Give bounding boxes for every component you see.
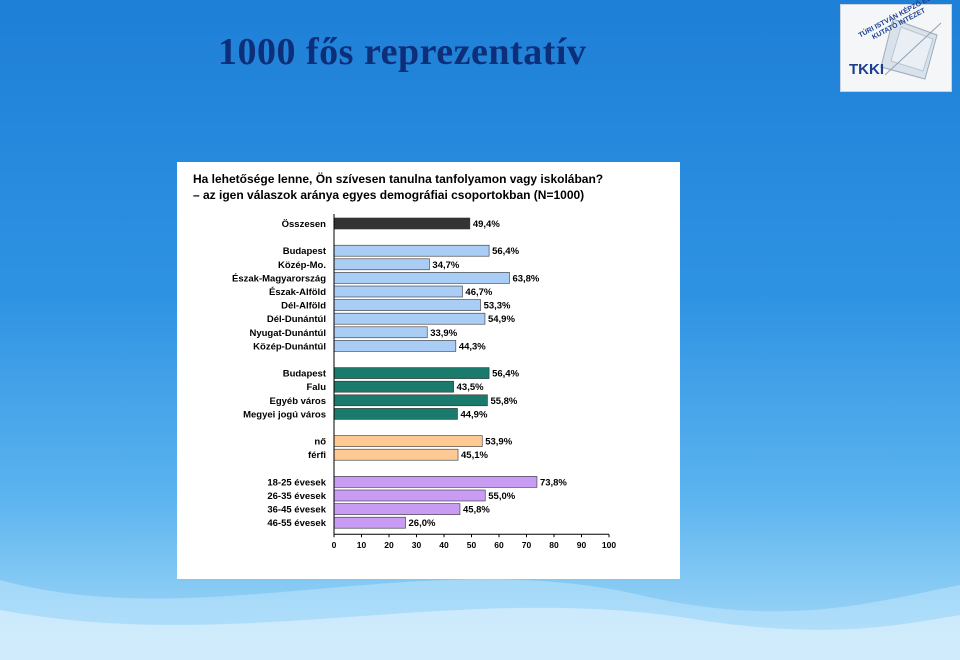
slide-title: 1000 fős reprezentatív: [218, 31, 587, 73]
category-label: Budapest: [283, 246, 327, 257]
category-label: Budapest: [283, 369, 327, 380]
bar: [333, 489, 486, 502]
bar: [333, 244, 490, 257]
category-label: Összesen: [282, 219, 327, 230]
bar: [333, 516, 406, 529]
decorative-wave: [0, 579, 960, 660]
bar: [333, 312, 486, 325]
category-label: 18-25 évesek: [267, 477, 326, 488]
data-label: 44,3%: [459, 341, 486, 352]
bar: [333, 340, 457, 352]
data-label: 55,0%: [488, 491, 515, 502]
category-label: Falu: [306, 382, 326, 393]
x-tick-label: 60: [494, 540, 504, 550]
category-label: Dél-Alföld: [281, 301, 326, 312]
data-label: 45,8%: [463, 505, 490, 516]
category-label: nő: [314, 437, 326, 448]
bar: [333, 380, 454, 393]
bar: [333, 258, 430, 271]
x-tick-label: 0: [332, 540, 337, 550]
data-label: 44,9%: [460, 409, 487, 420]
category-label: 46-55 évesek: [267, 518, 326, 529]
bar: [333, 367, 490, 379]
bar-chart: Összesen 49,4% Budapest 56,4% Közép-Mo. 34,7%…: [232, 214, 616, 550]
bar: [333, 299, 481, 311]
data-label: 54,9%: [488, 314, 515, 325]
data-label: 53,3%: [484, 301, 511, 312]
data-label: 43,5%: [457, 382, 484, 393]
data-label: 63,8%: [512, 273, 539, 284]
category-label: Egyéb város: [270, 396, 327, 407]
x-tick-label: 50: [467, 540, 477, 550]
category-label: férfi: [308, 450, 326, 461]
data-label: 49,4%: [473, 219, 500, 230]
data-label: 34,7%: [432, 260, 459, 271]
category-label: Észak-Magyarország: [232, 273, 326, 284]
x-tick-label: 10: [357, 540, 367, 550]
chart-title-line-1: Ha lehetősége lenne, Ön szívesen tanulna…: [193, 172, 604, 186]
category-label: 26-35 évesek: [267, 491, 326, 502]
bar: [333, 394, 488, 407]
data-label: 56,4%: [492, 369, 519, 380]
data-label: 26,0%: [409, 518, 436, 529]
logo-text: TKKI: [849, 61, 884, 78]
x-tick-label: 70: [522, 540, 532, 550]
x-tick-label: 30: [412, 540, 422, 550]
data-label: 73,8%: [540, 477, 567, 488]
bar: [333, 448, 459, 461]
data-label: 46,7%: [465, 287, 492, 298]
bar: [333, 503, 461, 515]
x-tick-label: 20: [384, 540, 394, 550]
category-label: Nyugat-Dunántúl: [249, 328, 326, 339]
bar: [333, 272, 510, 284]
x-tick-label: 80: [549, 540, 559, 550]
chart-title: Ha lehetősége lenne, Ön szívesen tanulna…: [193, 171, 603, 203]
bar: [333, 326, 428, 339]
category-label: Észak-Alföld: [269, 287, 326, 298]
category-label: 36-45 évesek: [267, 505, 326, 516]
category-label: Közép-Dunántúl: [253, 341, 326, 352]
data-label: 45,1%: [461, 450, 488, 461]
logo-graphic: [880, 18, 942, 80]
tkki-logo: TÚRI ISTVÁN KÉPZŐ ÉS KUTATÓ INTÉZET TKKI: [840, 0, 952, 92]
category-label: Közép-Mo.: [278, 260, 326, 271]
data-label: 53,9%: [485, 437, 512, 448]
category-label: Dél-Dunántúl: [267, 314, 326, 325]
x-tick-label: 100: [602, 540, 616, 550]
data-label: 55,8%: [490, 396, 517, 407]
bar: [333, 408, 458, 420]
chart-panel: Ha lehetősége lenne, Ön szívesen tanulna…: [177, 162, 680, 579]
x-tick-label: 40: [439, 540, 449, 550]
x-tick-label: 90: [577, 540, 587, 550]
bar: [333, 285, 463, 298]
bar: [333, 435, 483, 447]
category-label: Megyei jogú város: [243, 409, 326, 420]
data-label: 56,4%: [492, 246, 519, 257]
bar: [333, 476, 538, 488]
bar: [333, 217, 471, 230]
chart-title-line-2: – az igen válaszok aránya egyes demográf…: [193, 188, 585, 202]
data-label: 33,9%: [430, 328, 457, 339]
